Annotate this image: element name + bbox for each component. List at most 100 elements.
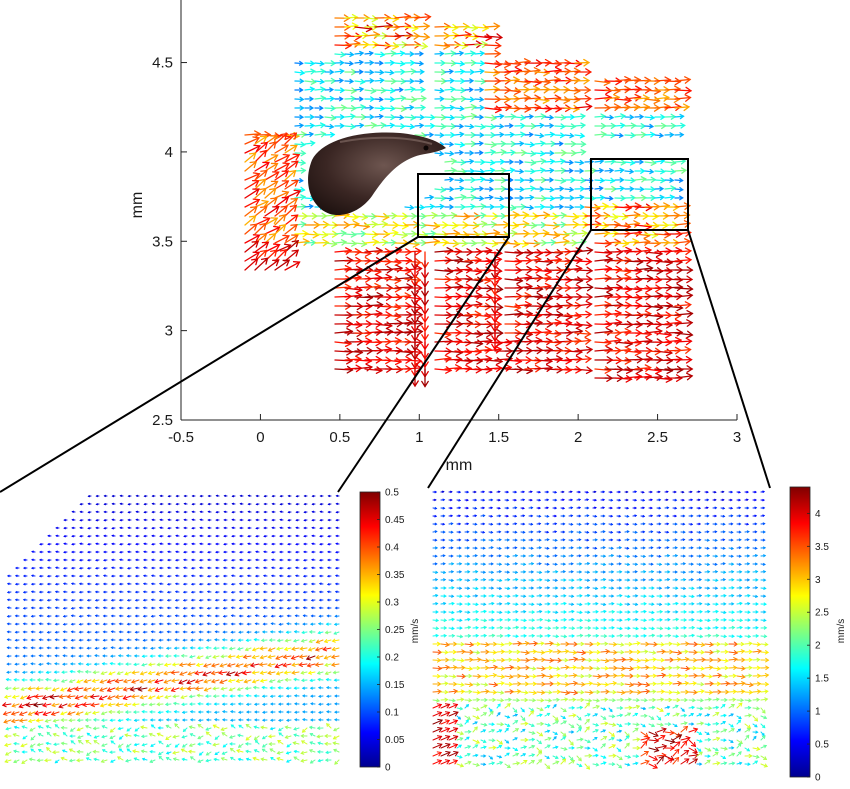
vector-arrow (512, 546, 518, 550)
vector-arrow (704, 747, 712, 752)
vector-arrow (42, 702, 52, 708)
vector-arrow (528, 634, 536, 638)
vector-arrow (183, 550, 188, 554)
vector-arrow (456, 562, 463, 566)
vector-arrow (46, 638, 52, 642)
vector-arrow (514, 292, 532, 300)
vector-arrow (504, 159, 515, 165)
vector-arrow (344, 95, 357, 102)
vector-arrow (654, 258, 674, 267)
vector-arrow (6, 591, 12, 594)
vector-arrow (680, 506, 686, 510)
vector-arrow (680, 725, 689, 733)
vector-arrow (300, 740, 308, 745)
vector-arrow (544, 729, 551, 733)
vector-arrow (456, 618, 463, 622)
vector-arrow (126, 727, 132, 732)
vector-arrow (295, 526, 300, 529)
vector-arrow (414, 78, 425, 84)
vector-arrow (456, 723, 464, 727)
vector-arrow (640, 688, 651, 694)
vector-arrow (374, 60, 384, 66)
vector-arrow (311, 558, 316, 562)
vector-arrow (324, 95, 336, 102)
vector-arrow (434, 150, 445, 157)
vector-arrow (752, 530, 758, 534)
vector-arrow (664, 185, 677, 192)
vector-arrow (554, 96, 571, 104)
vector-arrow (5, 678, 12, 682)
vector-arrow (60, 718, 68, 722)
vector-arrow (744, 634, 752, 639)
vector-arrow (592, 641, 601, 647)
vector-arrow (228, 687, 236, 692)
vector-arrow (464, 642, 475, 648)
vector-arrow (93, 735, 100, 739)
vector-arrow (696, 594, 703, 598)
vector-arrow (584, 690, 594, 695)
vector-arrow (480, 689, 490, 694)
vector-arrow (568, 586, 575, 590)
vector-arrow (404, 275, 422, 284)
vector-arrow (604, 114, 615, 120)
vector-arrow (344, 220, 360, 229)
vector-arrow (504, 641, 513, 646)
colorbar-tick-label: 0.5 (385, 488, 399, 499)
vector-arrow (12, 686, 20, 691)
colorbar-tick-label: 3 (815, 575, 821, 586)
vector-arrow (344, 321, 363, 329)
vector-arrow (674, 86, 693, 95)
vector-arrow (103, 527, 108, 530)
vector-arrow (560, 546, 566, 550)
vector-arrow (512, 713, 519, 717)
vector-arrow (614, 159, 627, 166)
vector-arrow (186, 662, 196, 667)
vector-arrow (101, 725, 108, 729)
vector-arrow (111, 558, 116, 562)
vector-arrow (13, 741, 20, 746)
vector-arrow (480, 498, 486, 502)
vector-arrow (44, 686, 52, 691)
vector-arrow (672, 704, 679, 709)
vector-arrow (672, 712, 680, 717)
vector-arrow (244, 647, 252, 652)
vector-arrow (624, 742, 630, 749)
vector-arrow (752, 506, 758, 510)
vector-arrow (752, 746, 761, 751)
vector-arrow (254, 622, 260, 626)
vector-arrow (364, 105, 375, 111)
vector-arrow (584, 530, 590, 534)
vector-arrow (394, 95, 407, 102)
vector-arrow (404, 96, 418, 103)
vector-arrow (182, 582, 188, 586)
vector-arrow (560, 731, 567, 737)
vector-arrow (394, 68, 406, 75)
vector-arrow (634, 94, 651, 103)
vector-arrow (456, 649, 466, 655)
vector-arrow (648, 731, 659, 738)
vector-arrow (564, 76, 581, 85)
vector-arrow (464, 578, 471, 582)
vector-arrow (21, 759, 28, 764)
vector-arrow (504, 303, 522, 311)
vector-arrow (211, 663, 220, 668)
vector-arrow (30, 590, 36, 594)
vector-arrow (624, 202, 642, 211)
vector-arrow (278, 702, 284, 706)
vector-arrow (151, 526, 156, 530)
vector-arrow (632, 681, 643, 687)
vector-arrow (6, 670, 12, 674)
vector-arrow (364, 15, 379, 23)
vector-arrow (183, 510, 188, 514)
vector-arrow (494, 212, 507, 220)
vector-arrow (696, 490, 701, 493)
vector-arrow (274, 190, 290, 199)
vector-arrow (87, 558, 92, 562)
vector-arrow (225, 671, 236, 677)
vector-arrow (74, 703, 84, 708)
vector-arrow (464, 752, 471, 757)
vector-arrow (640, 570, 647, 574)
vector-arrow (574, 159, 585, 166)
vector-arrow (480, 754, 487, 758)
vector-arrow (576, 578, 583, 582)
